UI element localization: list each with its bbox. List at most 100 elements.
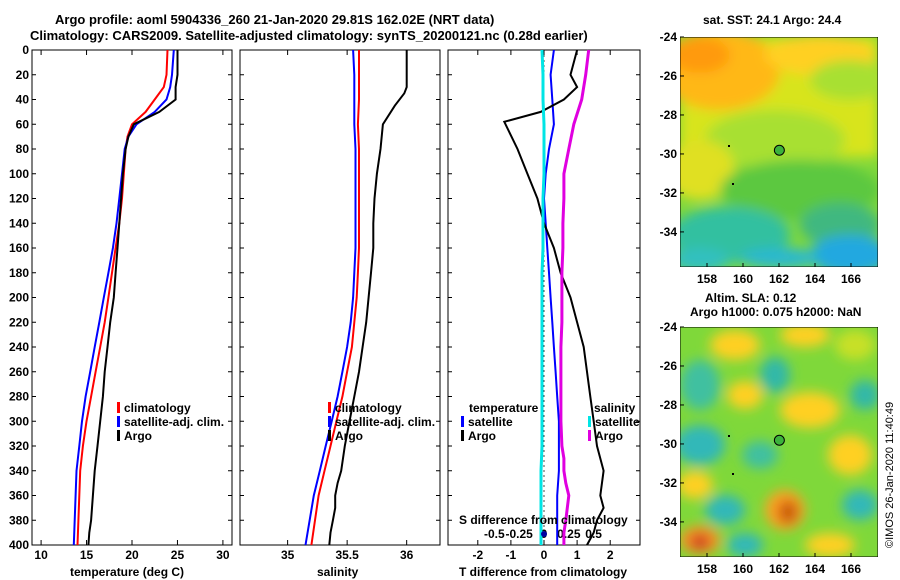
legend-t-argo-label: Argo: [468, 429, 496, 443]
difference-legend-temperature: temperature satellite Argo: [461, 401, 539, 443]
legend-t-satellite-label: satellite: [468, 415, 513, 429]
series-line-climatology: [310, 50, 360, 546]
map-y-tick-label: -24: [660, 30, 678, 44]
depth-tick-label: 0: [22, 43, 29, 57]
temperature-xlabel: temperature (deg C): [70, 565, 184, 579]
salinity-lines: [304, 49, 408, 546]
argo-position-marker: [773, 434, 785, 446]
imos-credit: ©IMOS 26-Jan-2020 11:40:49: [884, 402, 896, 548]
x2-tick-label: -0.25: [505, 527, 533, 541]
legend-climatology-swatch: [328, 402, 331, 413]
map-x-tick-label: 160: [733, 272, 753, 286]
map-y-tick-label: -28: [660, 108, 678, 122]
legend-t-argo-swatch: [461, 430, 464, 441]
depth-tick-label: 320: [9, 439, 29, 453]
argo-position-marker: [773, 144, 785, 156]
depth-tick-label: 200: [9, 291, 29, 305]
depth-tick-label: 220: [9, 315, 29, 329]
depth-tick-label: 340: [9, 464, 29, 478]
title-line-1: Argo profile: aoml 5904336_260 21-Jan-20…: [55, 12, 494, 27]
map-x-tick-label: 158: [697, 562, 717, 576]
x2-tick-label: 0.25: [557, 527, 581, 541]
series-line-t-argo: [502, 49, 605, 546]
legend-salinity-title: salinity: [594, 401, 636, 415]
sla-map-title: Altim. SLA: 0.12: [705, 291, 797, 305]
sla-map-image: [680, 327, 878, 557]
s-difference-xlabel: S difference from climatology: [459, 513, 628, 527]
depth-tick-label: 120: [9, 192, 29, 206]
legend-argo-label: Argo: [124, 429, 152, 443]
salinity-panel: 35 35.5 36 salinity climatology satellite-…: [239, 49, 441, 579]
temperature-x-ticks: 10 15 20 25 30: [32, 49, 232, 562]
x-tick-label: 25: [171, 548, 185, 562]
legend-s-argo-label: Argo: [595, 429, 623, 443]
depth-tick-label: 380: [9, 513, 29, 527]
map-x-tick-label: 162: [769, 562, 789, 576]
salinity-xlabel: salinity: [317, 565, 359, 579]
series-line-s-argo: [559, 49, 591, 545]
x-tick-label: 10: [34, 548, 48, 562]
legend-argo-swatch: [117, 430, 120, 441]
x-tick-label: 30: [216, 548, 230, 562]
legend-t-satellite-swatch: [461, 416, 464, 427]
difference-legend-salinity: salinity satellite Argo: [588, 401, 640, 443]
map-y-tick-label: -34: [660, 225, 678, 239]
t-difference-xlabel: T difference from climatology: [459, 565, 627, 579]
temperature-lines: [72, 49, 179, 546]
series-line-argo: [87, 50, 179, 546]
map-x-tick-label: 162: [769, 272, 789, 286]
depth-tick-label: 360: [9, 489, 29, 503]
map-y-tick-label: -32: [660, 476, 678, 490]
depth-tick-label: 60: [16, 117, 30, 131]
legend-s-satellite-swatch: [588, 416, 591, 427]
x-tick-label: 1: [574, 548, 581, 562]
series-line-satellite-adj-clim-: [304, 49, 357, 546]
map-y-tick-label: -32: [660, 186, 678, 200]
x-tick-label: 35: [281, 548, 295, 562]
legend-climatology-label: climatology: [335, 401, 402, 415]
legend-satellite-label: satellite-adj. clim.: [124, 415, 224, 429]
map-x-tick-label: 160: [733, 562, 753, 576]
x-tick-label: 2: [607, 548, 614, 562]
map-x-tick-label: 164: [805, 272, 825, 286]
sla-map-subtitle: Argo h1000: 0.075 h2000: NaN: [690, 305, 861, 319]
temperature-panel: 0 20 40 60 80 100 120 140 160 180 200 220 240 260 280 3…: [9, 43, 233, 579]
depth-tick-label: 300: [9, 414, 29, 428]
sst-map-title: sat. SST: 24.1 Argo: 24.4: [703, 13, 842, 27]
sst-map-axis-labels: 158 160 162 164 166 -24 -26 -28 -30 -32 -34: [660, 30, 862, 286]
map-y-tick-label: -30: [660, 437, 678, 451]
depth-tick-label: 20: [16, 68, 30, 82]
map-x-tick-label: 164: [805, 562, 825, 576]
depth-tick-label: 140: [9, 216, 29, 230]
legend-satellite-swatch: [328, 416, 331, 427]
depth-tick-label: 240: [9, 340, 29, 354]
legend-s-satellite-label: satellite: [595, 415, 640, 429]
title-line-2: Climatology: CARS2009. Satellite-adjuste…: [30, 28, 588, 43]
legend-argo-label: Argo: [335, 429, 363, 443]
x-tick-label: -2: [472, 548, 483, 562]
legend-satellite-label: satellite-adj. clim.: [335, 415, 435, 429]
x-tick-label: 20: [125, 548, 139, 562]
map-x-tick-label: 166: [841, 272, 861, 286]
sst-map-panel: sat. SST: 24.1 Argo: 24.4: [660, 13, 878, 286]
depth-tick-label: 280: [9, 390, 29, 404]
zero-marker: [541, 531, 547, 537]
map-y-tick-label: -24: [660, 320, 678, 334]
map-x-tick-label: 166: [841, 562, 861, 576]
depth-tick-label: 80: [16, 142, 30, 156]
legend-climatology-label: climatology: [124, 401, 191, 415]
x2-tick-label: -0.5: [484, 527, 505, 541]
sla-map-axis-labels: 158 160 162 164 166 -24 -26 -28 -30 -32 -34: [660, 320, 862, 576]
map-y-tick-label: -30: [660, 147, 678, 161]
map-y-tick-label: -34: [660, 515, 678, 529]
legend-temperature-title: temperature: [469, 401, 539, 415]
salinity-legend: climatology satellite-adj. clim. Argo: [328, 401, 435, 443]
legend-argo-swatch: [328, 430, 331, 441]
legend-satellite-swatch: [117, 416, 120, 427]
legend-climatology-swatch: [117, 402, 120, 413]
legend-s-argo-swatch: [588, 430, 591, 441]
temperature-legend: climatology satellite-adj. clim. Argo: [117, 401, 224, 443]
depth-tick-labels: 0 20 40 60 80 100 120 140 160 180 200 220 240 260 280 3…: [9, 43, 29, 552]
